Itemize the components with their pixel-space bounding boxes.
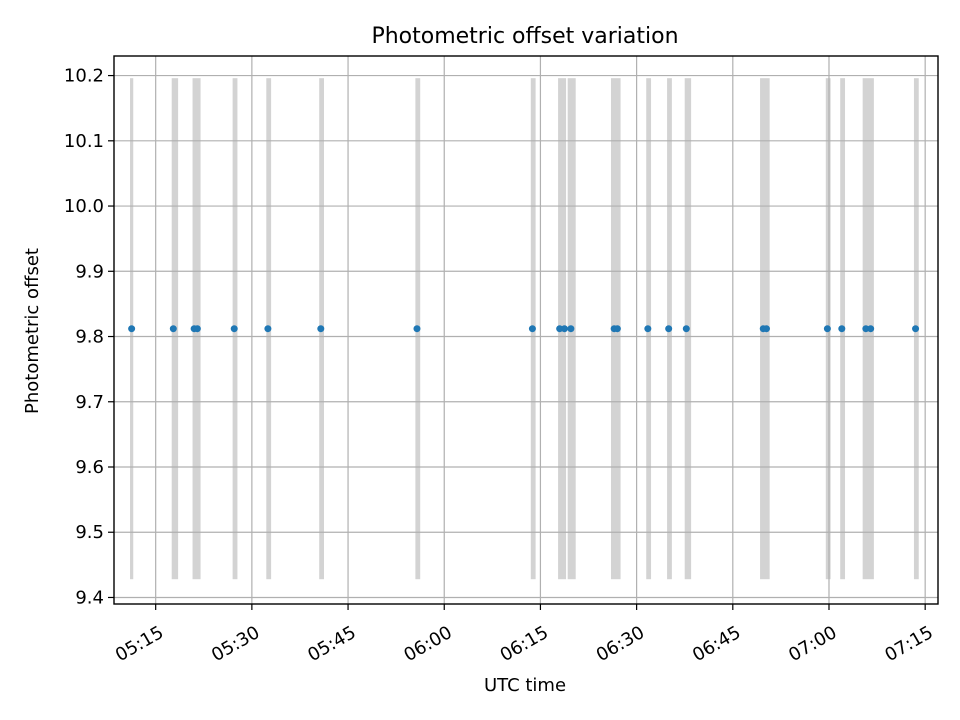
- data-point-1: [128, 325, 136, 333]
- y-tick-label: 9.6: [75, 457, 104, 478]
- data-point-4: [193, 325, 201, 333]
- data-point-20: [823, 325, 831, 333]
- chart-title: Photometric offset variation: [371, 24, 678, 49]
- data-point-2: [169, 325, 177, 333]
- data-points: [128, 325, 920, 333]
- y-tick-label: 10.2: [64, 66, 104, 87]
- y-tick-label: 9.4: [75, 587, 104, 608]
- data-point-9: [528, 325, 536, 333]
- axes: [113, 55, 939, 605]
- y-tick-label: 10.0: [64, 196, 104, 217]
- data-point-8: [413, 325, 421, 333]
- data-point-7: [317, 325, 325, 333]
- data-point-11: [560, 325, 568, 333]
- data-point-10: [556, 325, 564, 333]
- y-tick-label: 9.8: [75, 327, 104, 348]
- data-point-15: [644, 325, 652, 333]
- y-tick-label: 9.9: [75, 261, 104, 282]
- y-axis-ticks: 9.4 9.5 9.6 9.7 9.8 9.9 10.0 10.1 10.2: [64, 66, 114, 608]
- data-point-6: [264, 325, 272, 333]
- data-point-24: [912, 325, 920, 333]
- data-point-12: [567, 325, 575, 333]
- plot-frame: [113, 55, 939, 605]
- y-tick-label: 9.7: [75, 392, 104, 413]
- data-point-19: [762, 325, 770, 333]
- data-point-22: [862, 325, 870, 333]
- data-point-21: [838, 325, 846, 333]
- data-point-17: [682, 325, 690, 333]
- y-axis-label: Photometric offset: [22, 248, 43, 414]
- data-point-23: [867, 325, 875, 333]
- data-point-16: [665, 325, 673, 333]
- x-axis-label: UTC time: [484, 675, 566, 696]
- y-tick-label: 10.1: [64, 131, 104, 152]
- data-point-5: [230, 325, 238, 333]
- data-point-14: [613, 325, 621, 333]
- y-tick-label: 9.5: [75, 522, 104, 543]
